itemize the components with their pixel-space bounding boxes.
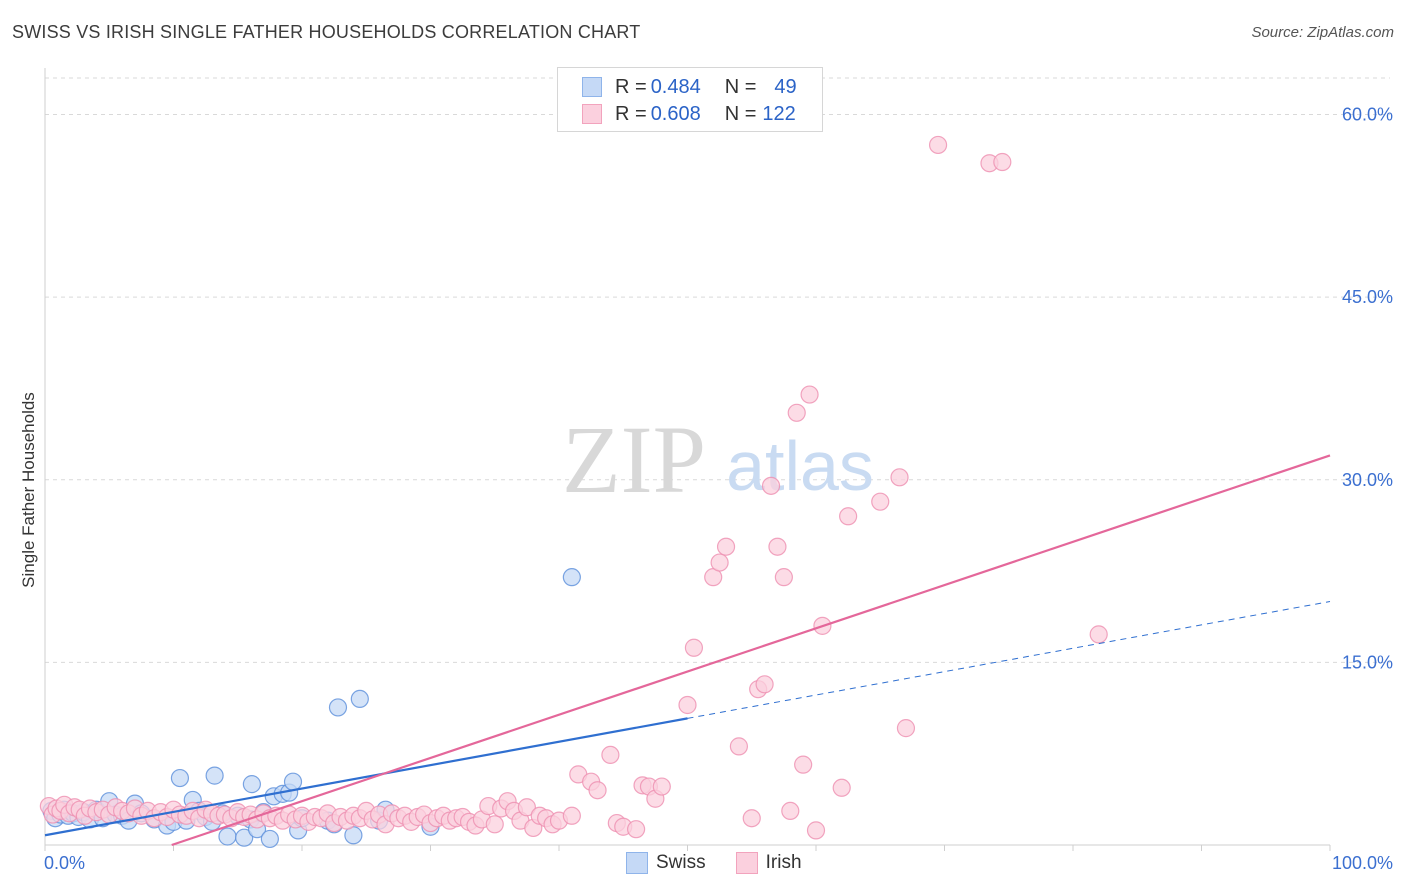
swiss-point (283, 772, 303, 791)
y-tick-label: 30.0% (1342, 470, 1393, 490)
irish-point (678, 695, 697, 715)
irish-point (1089, 625, 1108, 644)
legend-label-irish: Irish (765, 852, 802, 873)
y-tick-labels: 15.0% 30.0% 45.0% 60.0% (1342, 105, 1393, 673)
swiss-point (170, 768, 190, 788)
irish-point (729, 737, 749, 756)
swiss-swatch (582, 77, 602, 97)
y-axis-label: Single Father Households (19, 392, 38, 588)
irish-point (517, 798, 536, 817)
swiss-point (562, 568, 581, 587)
y-tick-label: 60.0% (1342, 105, 1393, 125)
irish-trend-line (171, 454, 1331, 847)
irish-point (684, 638, 704, 657)
legend-item-swiss[interactable]: Swiss (626, 852, 706, 874)
irish-point (710, 553, 729, 572)
n-label: N = (724, 102, 757, 125)
irish-point (626, 820, 646, 839)
y-tick-label: 45.0% (1342, 287, 1393, 307)
irish-point (993, 152, 1012, 172)
irish-point (781, 801, 800, 821)
stats-legend: R = 0.484 N = 49 R = 0.608 N = 122 (557, 67, 823, 132)
irish-point (787, 403, 806, 422)
legend-row-irish: R = 0.608 N = 122 (582, 100, 796, 128)
y-tick-label: 15.0% (1342, 652, 1393, 672)
legend-label-swiss: Swiss (656, 852, 706, 873)
swiss-trend-line (44, 717, 688, 837)
n-value: 49 (774, 75, 797, 98)
irish-points (39, 135, 1108, 840)
irish-point (601, 745, 620, 765)
irish-point (794, 755, 813, 774)
r-label: R = (615, 102, 647, 125)
series-legend: Swiss Irish (626, 852, 832, 874)
irish-point (896, 719, 916, 738)
irish-swatch (735, 852, 758, 874)
irish-point (485, 815, 504, 834)
swiss-point (242, 775, 261, 794)
swiss-swatch (626, 852, 648, 874)
n-value: 122 (762, 102, 796, 125)
trend-lines (44, 454, 1331, 847)
x-tick-label: 0.0% (44, 853, 85, 873)
irish-point (871, 492, 890, 511)
source-label: Source: ZipAtlas.com (1251, 24, 1394, 41)
r-value: 0.608 (650, 102, 701, 125)
chart-title: SWISS VS IRISH SINGLE FATHER HOUSEHOLDS … (12, 22, 641, 42)
irish-point (832, 778, 851, 797)
swiss-point (350, 689, 369, 709)
legend-row-swiss: R = 0.484 N = 49 (582, 73, 797, 101)
watermark-zip: ZIP (562, 406, 706, 513)
irish-point (755, 675, 774, 694)
watermark-atlas: atlas (726, 427, 874, 505)
irish-point (800, 385, 819, 404)
irish-point (761, 476, 781, 495)
swiss-point (260, 829, 279, 849)
swiss-point (205, 766, 224, 785)
x-tick-label: 100.0% (1332, 853, 1393, 873)
irish-point (562, 806, 581, 825)
irish-point (774, 568, 793, 587)
irish-point (839, 507, 858, 526)
legend-item-irish[interactable]: Irish (735, 852, 802, 874)
irish-point (716, 537, 736, 556)
swiss-point (218, 827, 237, 846)
swiss-point (328, 698, 348, 717)
n-label: N = (724, 75, 757, 98)
watermark: ZIP atlas (562, 406, 874, 513)
x-tick-labels: 0.0% 100.0% (44, 853, 1393, 873)
irish-point (588, 781, 607, 800)
swiss-trend-extension (687, 601, 1331, 719)
irish-point (806, 821, 826, 840)
irish-point (652, 777, 671, 796)
irish-point (742, 809, 761, 828)
r-value: 0.484 (650, 75, 701, 98)
irish-point (768, 537, 787, 556)
axes (44, 68, 1331, 851)
irish-swatch (582, 104, 602, 124)
irish-point (890, 468, 909, 487)
swiss-point (235, 828, 254, 847)
r-label: R = (615, 75, 647, 98)
irish-point (928, 135, 948, 155)
